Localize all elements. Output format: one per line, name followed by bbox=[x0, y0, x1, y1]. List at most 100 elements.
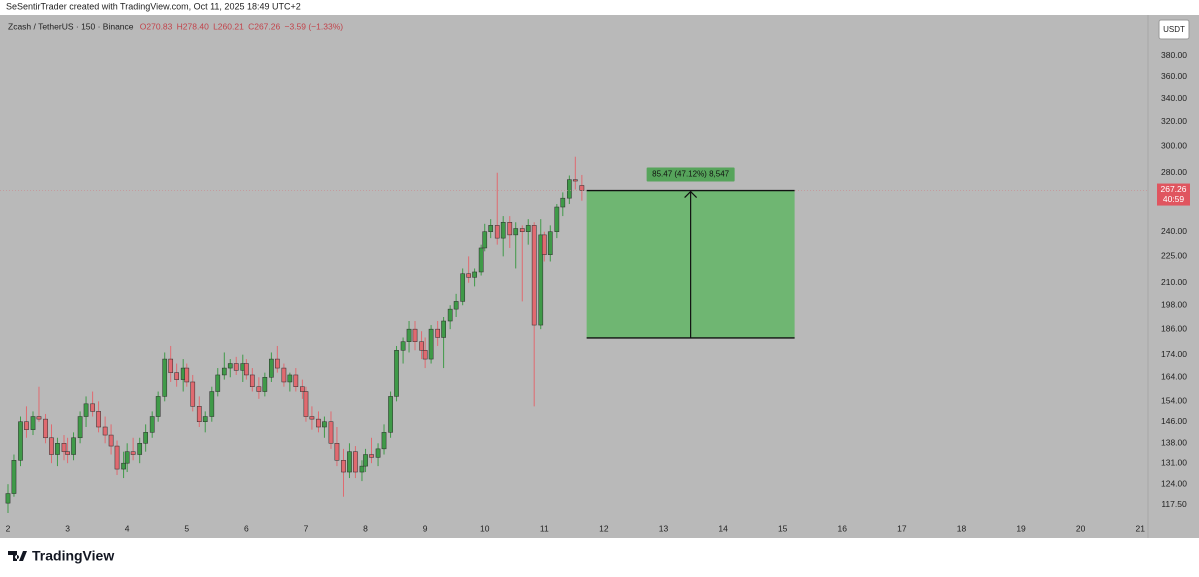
candle-body bbox=[209, 391, 215, 417]
x-tick-label: 21 bbox=[1136, 523, 1146, 533]
candle-body bbox=[453, 301, 459, 310]
candle-body bbox=[11, 460, 17, 494]
candle-body bbox=[525, 225, 531, 232]
candle-body bbox=[500, 221, 506, 239]
x-tick-label: 7 bbox=[304, 523, 309, 533]
candle-body bbox=[130, 451, 136, 455]
candle-body bbox=[137, 443, 143, 455]
y-tick-label: 117.50 bbox=[1161, 499, 1187, 509]
y-tick-label: 174.00 bbox=[1161, 349, 1187, 359]
candle-body bbox=[538, 234, 544, 326]
candle-body bbox=[309, 416, 315, 420]
candle-body bbox=[30, 416, 36, 430]
candle-body bbox=[482, 231, 488, 249]
candle-body bbox=[328, 421, 334, 444]
candle-body bbox=[168, 358, 174, 373]
x-tick-label: 18 bbox=[957, 523, 967, 533]
price-tag-label: 267.26 bbox=[1161, 184, 1187, 194]
candle-body bbox=[244, 363, 249, 376]
logo-text: TradingView bbox=[32, 548, 114, 564]
x-tick-label: 5 bbox=[184, 523, 189, 533]
x-tick-label: 15 bbox=[778, 523, 788, 533]
y-tick-label: 240.00 bbox=[1161, 226, 1187, 236]
candle-body bbox=[121, 462, 126, 470]
candle-body bbox=[65, 451, 70, 455]
y-tick-label: 124.00 bbox=[1161, 478, 1187, 488]
ohlc-value: C267.26 bbox=[248, 21, 280, 31]
candle-body bbox=[256, 386, 262, 392]
candle-body bbox=[375, 448, 381, 458]
ohlc-value: H278.40 bbox=[177, 21, 209, 31]
credit: SeSentirTrader created with TradingView.… bbox=[6, 1, 301, 11]
candle-body bbox=[369, 454, 374, 458]
y-tick-label: 225.00 bbox=[1161, 251, 1187, 261]
candle-body bbox=[519, 228, 525, 232]
x-tick-label: 6 bbox=[244, 523, 249, 533]
candle-body bbox=[567, 179, 572, 199]
y-tick-label: 210.00 bbox=[1161, 277, 1187, 287]
measure-arrowhead bbox=[684, 190, 698, 198]
candle-body bbox=[572, 179, 578, 182]
candle-body bbox=[233, 363, 239, 371]
candle-body bbox=[419, 341, 424, 351]
candle-body bbox=[322, 421, 327, 428]
candle-body bbox=[406, 328, 412, 342]
x-tick-label: 9 bbox=[423, 523, 428, 533]
candle-body bbox=[196, 406, 202, 422]
candle-body bbox=[262, 377, 268, 392]
y-tick-label: 340.00 bbox=[1161, 93, 1187, 103]
candle-body bbox=[96, 411, 101, 428]
candle-body bbox=[363, 454, 368, 467]
candle-body bbox=[215, 374, 221, 392]
x-tick-label: 3 bbox=[65, 523, 70, 533]
x-tick-label: 16 bbox=[838, 523, 848, 533]
candle-body bbox=[353, 451, 358, 473]
candle-body bbox=[341, 460, 346, 473]
candle-body bbox=[108, 434, 114, 447]
candle-body bbox=[412, 328, 418, 342]
candle-body bbox=[394, 350, 399, 397]
candle-body bbox=[435, 328, 441, 338]
candle-body bbox=[43, 418, 48, 439]
x-tick-label: 20 bbox=[1076, 523, 1086, 533]
candle-body bbox=[83, 403, 89, 417]
x-tick-label: 8 bbox=[363, 523, 368, 533]
y-tick-label: 164.00 bbox=[1161, 372, 1187, 382]
ohlc-value: −3.59 (−1.33%) bbox=[284, 21, 343, 31]
candle-body bbox=[190, 381, 196, 407]
candle-body bbox=[249, 374, 255, 387]
currency-label[interactable]: USDT bbox=[1163, 25, 1185, 34]
candle-body bbox=[316, 418, 321, 428]
y-tick-label: 280.00 bbox=[1161, 167, 1187, 177]
candle-body bbox=[303, 391, 309, 417]
candle-body bbox=[281, 367, 287, 383]
countdown-label: 40:59 bbox=[1163, 194, 1185, 204]
y-tick-label: 360.00 bbox=[1161, 71, 1187, 81]
measure-label: 85.47 (47.12%) 8,547 bbox=[652, 170, 729, 179]
candle-body bbox=[174, 372, 179, 380]
candle-body bbox=[478, 247, 484, 273]
candle-body bbox=[547, 231, 553, 255]
candle-body bbox=[472, 271, 477, 278]
x-tick-label: 17 bbox=[897, 523, 907, 533]
ohlc-legend: O270.83 H278.40 L260.21 C267.26 −3.59 (−1.33… bbox=[140, 21, 343, 31]
candle-body bbox=[61, 443, 67, 452]
candle-body bbox=[334, 443, 340, 461]
candle-body bbox=[400, 341, 406, 351]
candle-body bbox=[49, 437, 54, 455]
candle-body bbox=[227, 363, 233, 369]
candle-body bbox=[221, 367, 227, 376]
y-tick-label: 198.00 bbox=[1161, 299, 1187, 309]
ohlc-value: L260.21 bbox=[213, 21, 244, 31]
candle-body bbox=[287, 374, 293, 383]
candle-body bbox=[428, 328, 434, 360]
y-tick-label: 320.00 bbox=[1161, 116, 1187, 126]
currency-button[interactable] bbox=[1158, 19, 1190, 40]
candle-body bbox=[269, 358, 274, 378]
y-tick-label: 131.00 bbox=[1161, 457, 1187, 467]
candle-body bbox=[24, 421, 29, 430]
y-tick-label: 186.00 bbox=[1161, 323, 1187, 333]
candle-body bbox=[124, 451, 130, 464]
